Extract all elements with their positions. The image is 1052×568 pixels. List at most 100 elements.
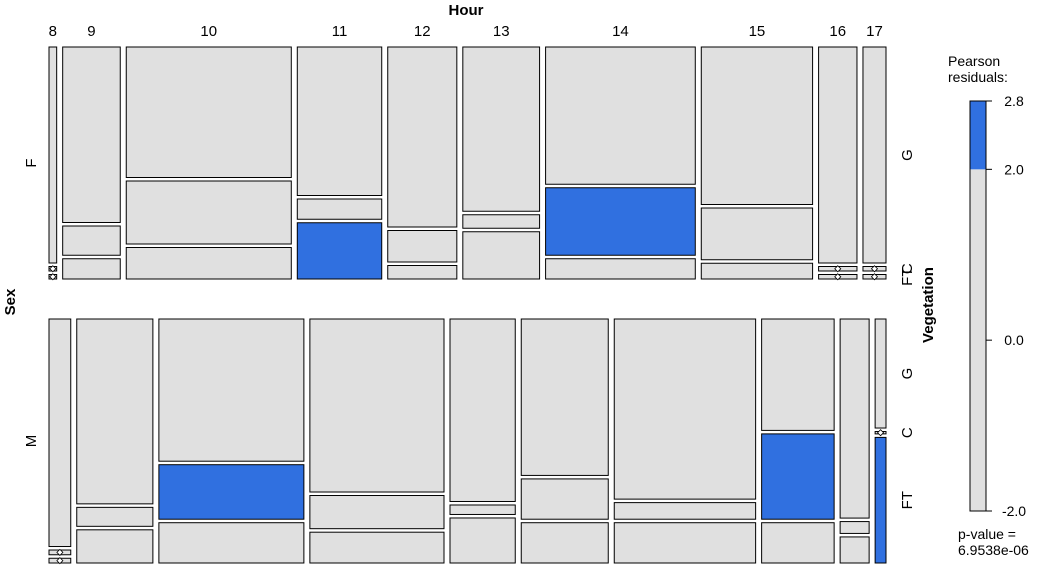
legend-color-bar (969, 100, 987, 512)
tile-f-h13-ft (462, 231, 541, 280)
tile-f-h10-g (125, 46, 292, 178)
tile-m-h9-c (76, 506, 154, 527)
hour-label-9: 9 (87, 23, 95, 40)
tile-f-h10-c (125, 180, 292, 245)
vegetation-label-f-ft: FT (899, 268, 916, 286)
legend-bar-frame (969, 100, 987, 512)
legend-title-line1: Pearson (948, 53, 1000, 69)
hour-label-14: 14 (612, 23, 629, 40)
tile-m-h16-ft (839, 536, 870, 564)
tile-f-h12-c (387, 230, 458, 263)
legend-ticks: 2.8 2.0 0.0 -2.0 (986, 93, 1026, 519)
tile-f-h11-g (296, 46, 383, 196)
vegetation-label-m-g: G (899, 368, 916, 380)
tile-m-h17-g (874, 318, 887, 429)
hour-axis-title: Hour (449, 2, 484, 19)
tile-f-h15-ft (700, 262, 814, 280)
tile-m-h16-c (839, 521, 870, 534)
zero-cell-marker (49, 273, 57, 281)
hour-label-11: 11 (332, 23, 348, 40)
tile-f-h17-g (862, 46, 887, 264)
sex-axis-title: Sex (2, 288, 19, 315)
tile-f-h9-g (62, 46, 121, 223)
tile-f-h12-ft (387, 265, 458, 280)
legend-tick-label: 2.0 (1004, 161, 1024, 177)
tile-m-h13-c (520, 478, 609, 520)
tile-m-h14-g (613, 318, 757, 500)
tile-m-h11-g (309, 318, 445, 493)
vegetation-label-f-c: C (899, 263, 916, 274)
tile-m-h11-ft (309, 531, 445, 564)
tile-f-h11-c (296, 198, 383, 220)
tile-f-h13-g (462, 46, 541, 212)
tile-f-h13-c (462, 214, 541, 229)
tile-f-h15-g (700, 46, 814, 205)
tile-m-h8-g (48, 318, 72, 548)
tile-m-h14-c (613, 502, 757, 520)
vegetation-axis-title: Vegetation (920, 267, 937, 343)
zero-cell-marker (56, 557, 64, 565)
zero-cell-marker (870, 265, 879, 273)
tile-f-h15-c (700, 207, 814, 261)
legend-tick-label: -2.0 (1002, 503, 1026, 519)
tile-m-h15-ft (761, 522, 835, 564)
vegetation-label-f-g: G (899, 149, 916, 161)
tile-m-h13-g (520, 318, 609, 476)
hour-label-12: 12 (414, 23, 431, 40)
tile-m-h13-ft (520, 522, 609, 564)
zero-cell-marker (834, 273, 842, 281)
legend-positive-band (970, 101, 986, 170)
legend-title-line2: residuals: (948, 69, 1008, 85)
legend-neutral-band (970, 169, 986, 512)
tile-f-h14-ft (545, 258, 696, 280)
hour-label-17: 17 (866, 23, 883, 40)
tile-m-h9-ft (76, 529, 154, 564)
tile-f-h8-g (48, 46, 58, 264)
pvalue-line1: p-value = (958, 526, 1016, 542)
legend-tick-label: 0.0 (1004, 332, 1024, 348)
tile-f-h11-ft (296, 222, 383, 280)
tile-f-h16-g (818, 46, 858, 264)
tile-f-h10-ft (125, 247, 292, 280)
hour-label-10: 10 (200, 23, 217, 40)
tile-f-h14-g (545, 46, 696, 185)
tile-m-h14-ft (613, 522, 757, 564)
hour-label-15: 15 (749, 23, 766, 40)
vegetation-label-m-c: C (899, 427, 916, 438)
tile-m-h17-ft (874, 436, 887, 564)
sex-tick-labels: FM (23, 158, 40, 447)
tile-m-h11-c (309, 495, 445, 530)
vegetation-label-m-ft: FT (899, 491, 916, 509)
hour-label-16: 16 (829, 23, 846, 40)
zero-cell-marker (56, 548, 64, 556)
residuals-legend: Pearson residuals: 2.8 2.0 0.0 -2.0 p-value… (948, 53, 1029, 558)
tile-m-h16-g (839, 318, 870, 519)
tile-f-h14-c (545, 187, 696, 256)
hour-label-13: 13 (493, 23, 510, 40)
zero-cell-marker (49, 265, 57, 273)
mosaic-tiles (48, 46, 887, 565)
tile-m-h10-ft (158, 522, 305, 564)
tile-m-h12-c (449, 504, 516, 515)
zero-cell-marker (870, 273, 879, 281)
sex-label-f: F (23, 158, 40, 167)
tile-f-h12-g (387, 46, 458, 228)
tile-m-h15-c (761, 433, 835, 520)
tile-f-h9-ft (62, 258, 121, 280)
tile-m-h10-c (158, 464, 305, 520)
tile-m-h9-g (76, 318, 154, 505)
zero-cell-marker (834, 265, 842, 273)
hour-label-8: 8 (49, 23, 57, 40)
tile-m-h12-g (449, 318, 516, 502)
pvalue-line2: 6.9538e-06 (958, 542, 1029, 558)
tile-m-h12-ft (449, 517, 516, 564)
sex-label-m: M (23, 435, 40, 448)
legend-tick-label: 2.8 (1004, 93, 1024, 109)
tile-m-h10-g (158, 318, 305, 462)
tile-m-h15-g (761, 318, 835, 431)
tile-f-h9-c (62, 225, 121, 256)
zero-cell-marker (876, 429, 885, 437)
hour-tick-labels: 8 9 10 11 12 13 14 15 16 17 (49, 23, 883, 40)
